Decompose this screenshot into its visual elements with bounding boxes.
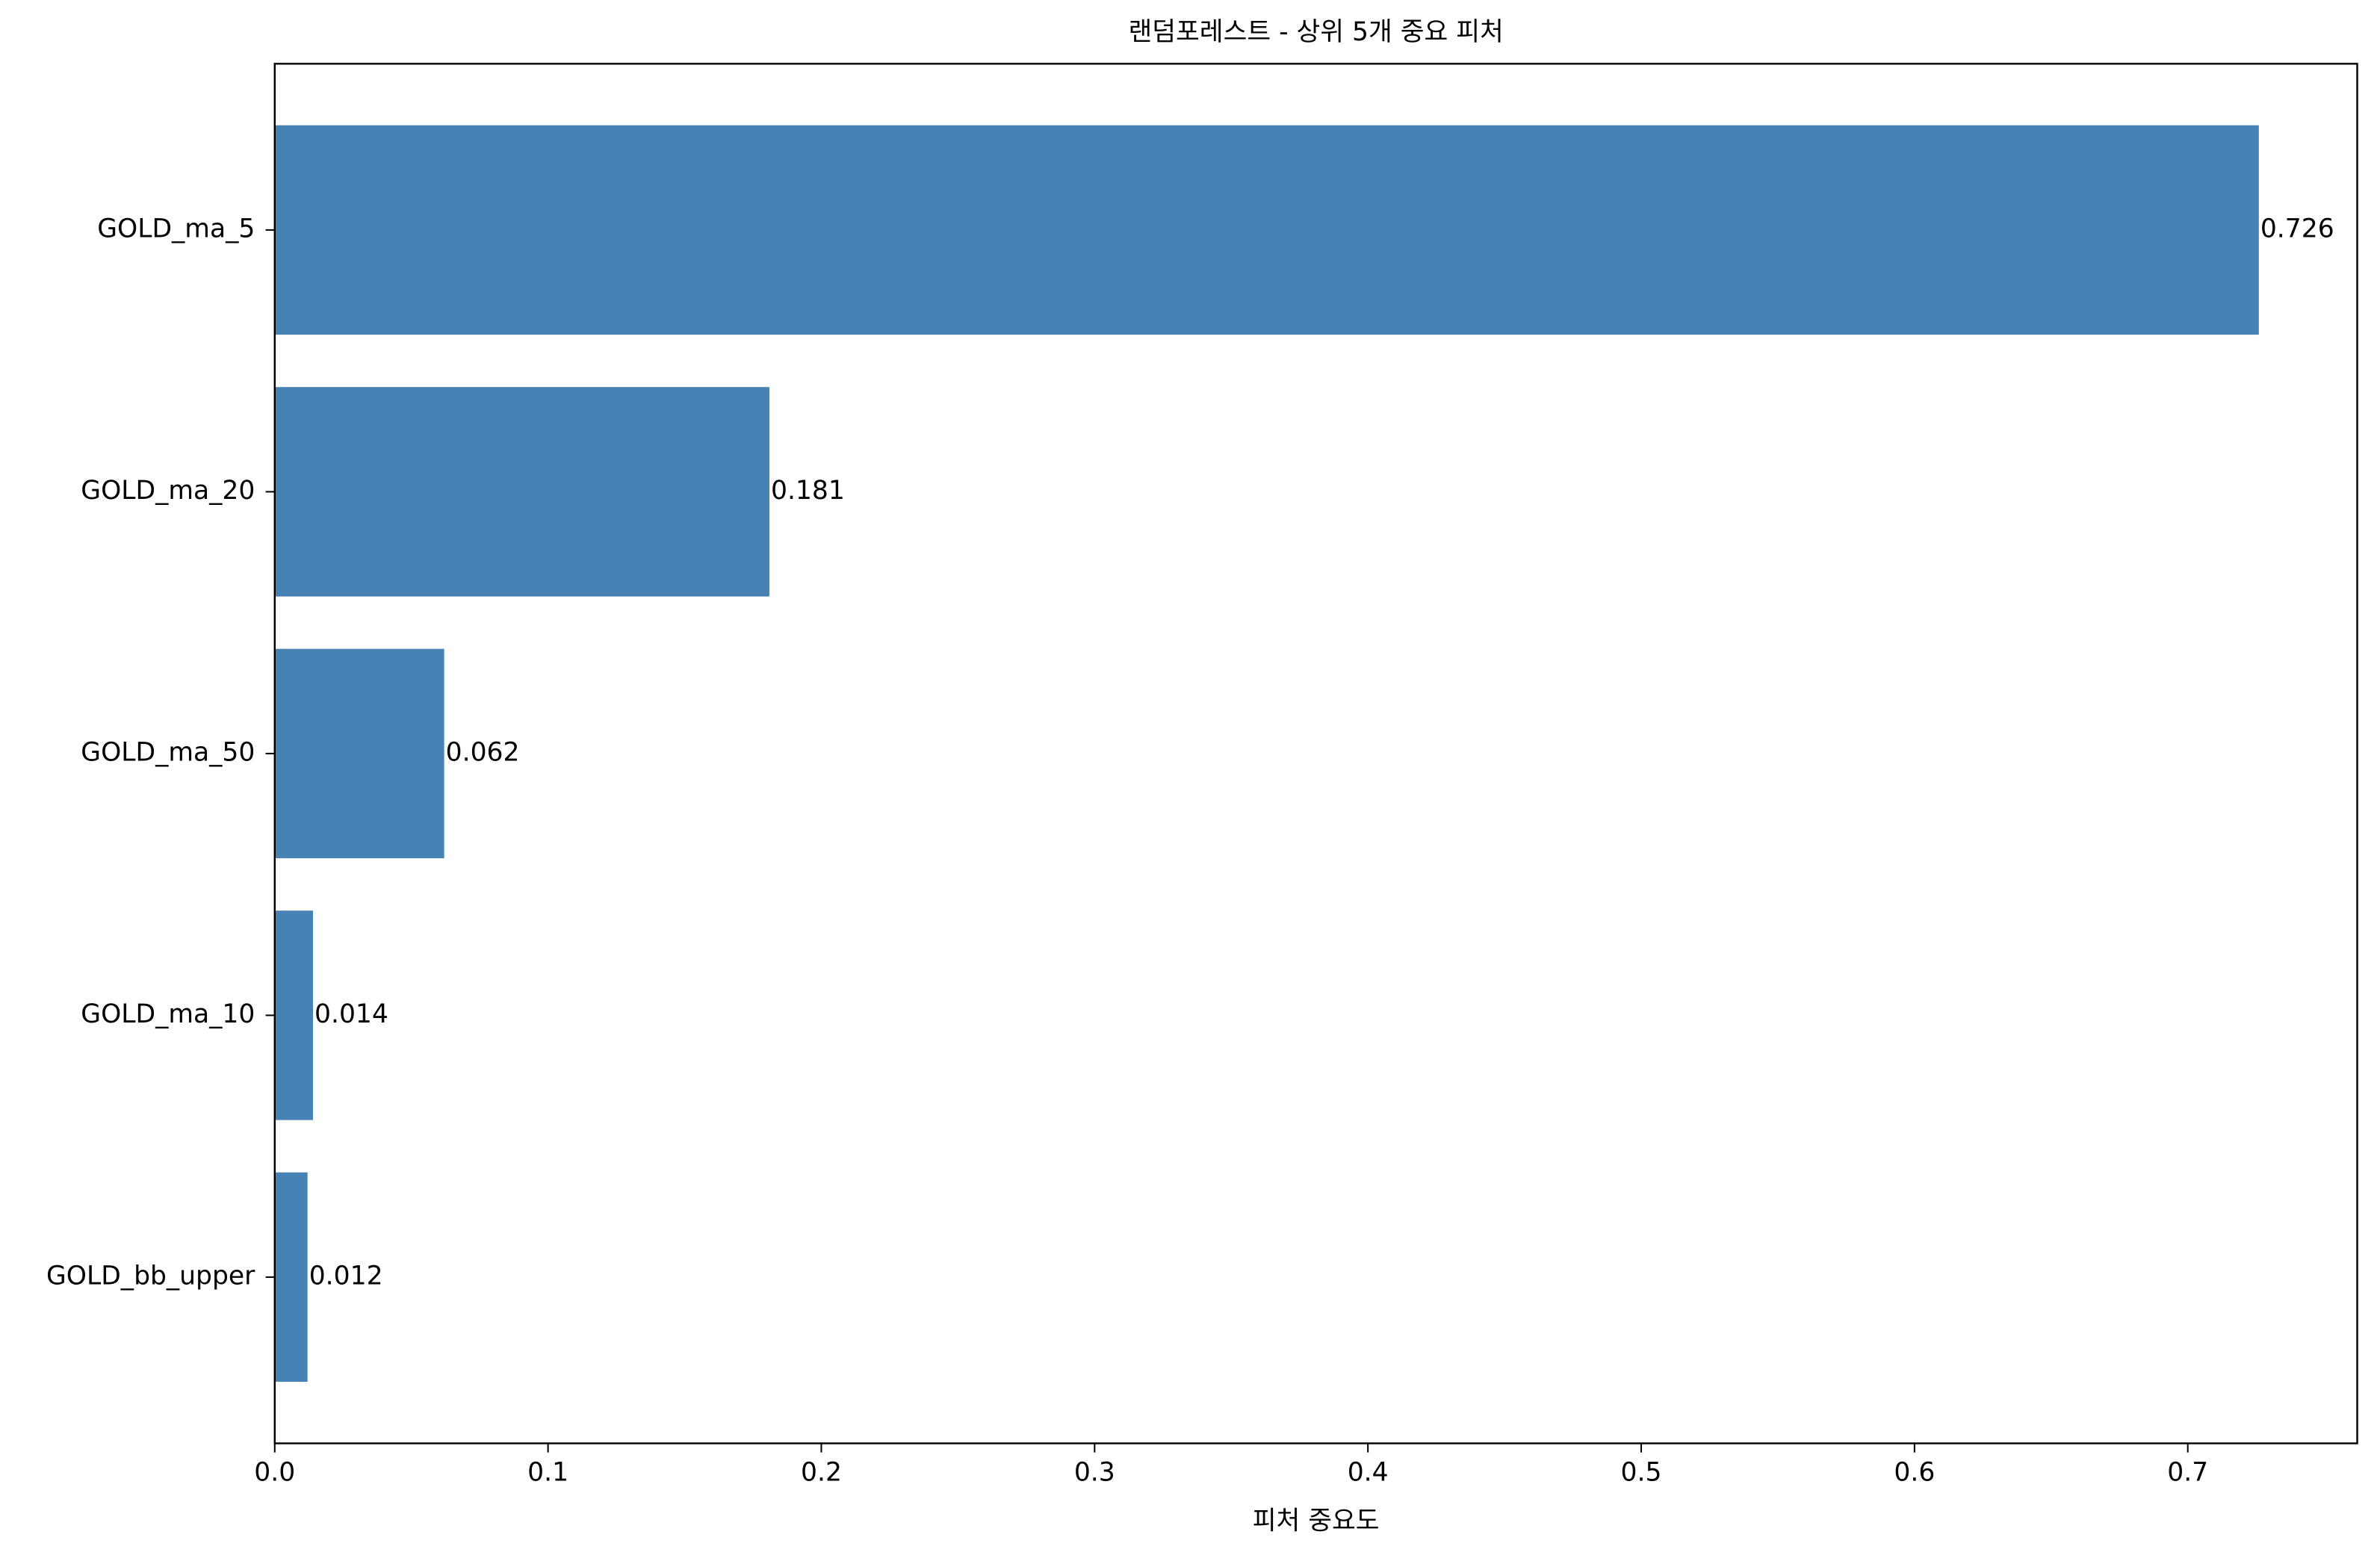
y-tick-label: GOLD_ma_50 <box>81 737 255 767</box>
y-tick-label: GOLD_ma_10 <box>81 999 255 1029</box>
x-axis-label: 피처 중요도 <box>1253 1506 1380 1536</box>
x-tick-label: 0.1 <box>527 1458 568 1488</box>
x-tick-label: 0.5 <box>1621 1458 1662 1488</box>
x-tick-label: 0.7 <box>2167 1458 2208 1488</box>
x-tick-label: 0.3 <box>1074 1458 1115 1488</box>
value-label: 0.014 <box>314 999 388 1029</box>
y-tick-label: GOLD_bb_upper <box>46 1261 255 1291</box>
x-tick-label: 0.6 <box>1894 1458 1935 1488</box>
x-tick-label: 0.0 <box>254 1458 295 1488</box>
bar <box>274 387 769 597</box>
bar <box>274 125 2259 335</box>
y-tick-label: GOLD_ma_5 <box>97 214 255 243</box>
value-label: 0.181 <box>771 476 845 506</box>
x-tick-label: 0.2 <box>801 1458 842 1488</box>
bar <box>274 1172 308 1383</box>
value-label: 0.012 <box>309 1261 383 1291</box>
value-label: 0.726 <box>2260 214 2334 243</box>
y-tick-label: GOLD_ma_20 <box>81 476 255 506</box>
plot-frame <box>273 63 2358 1444</box>
bar <box>274 648 444 859</box>
bar <box>274 910 313 1120</box>
value-label: 0.062 <box>446 737 520 767</box>
chart-title: 랜덤포레스트 - 상위 5개 중요 피처 <box>1128 17 1503 47</box>
x-tick-label: 0.4 <box>1348 1458 1389 1488</box>
